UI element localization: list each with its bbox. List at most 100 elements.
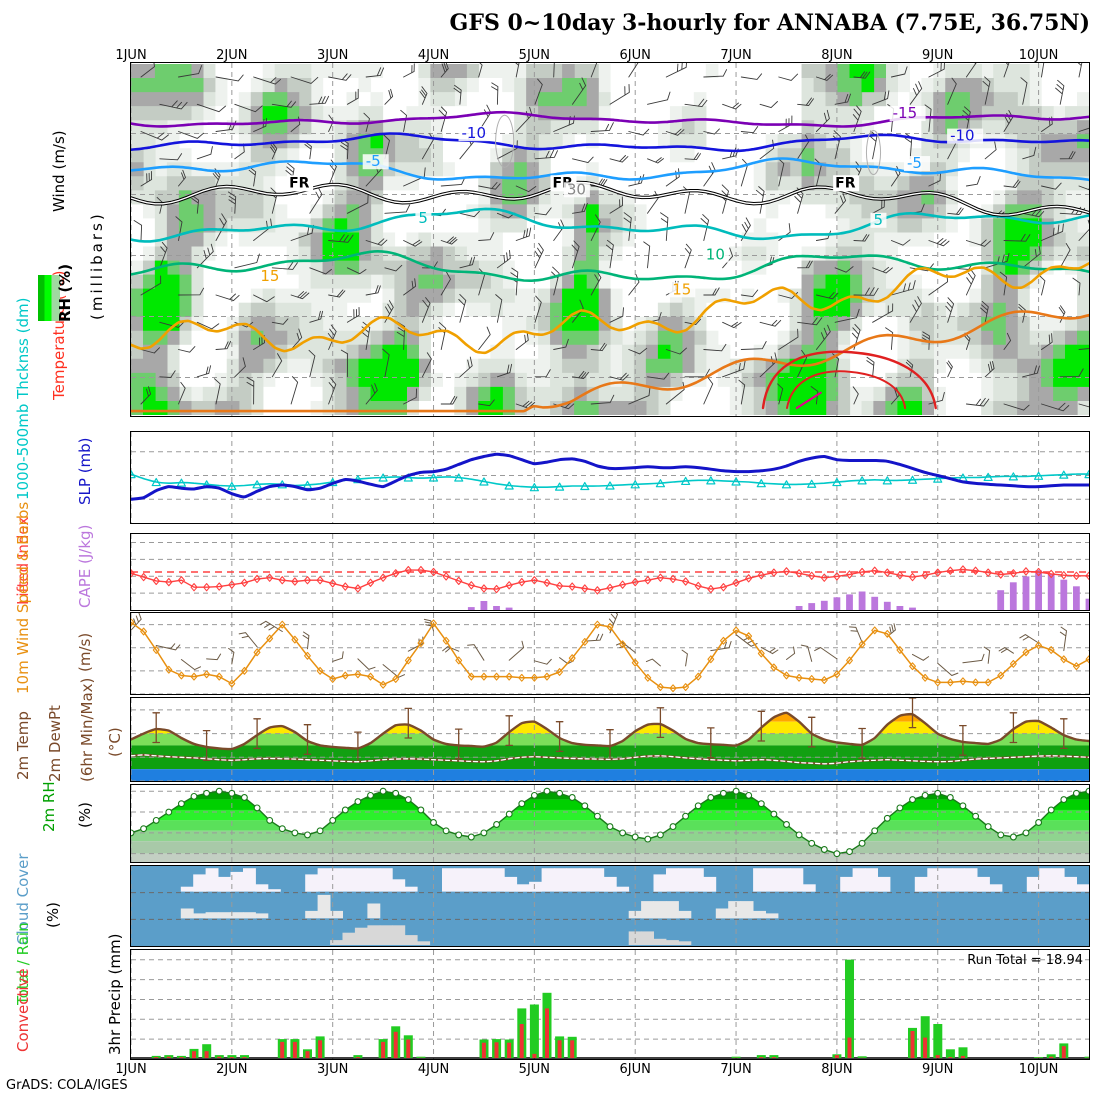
rh2m-marker [291, 829, 299, 837]
thickness-marker [580, 481, 590, 491]
cloud-block-middle [641, 901, 654, 919]
cloud-block-high [1051, 868, 1065, 892]
rh2m-marker [131, 829, 135, 837]
rh2m-marker [354, 798, 362, 806]
date-label-2jun: 2JUN [216, 48, 248, 63]
lifted-index-marker [379, 573, 387, 582]
precip-convective-bar [305, 1051, 310, 1058]
lifted-index-marker [1022, 567, 1030, 576]
lifted-index-marker [669, 574, 677, 584]
lifted-index-marker [871, 566, 879, 575]
rh2m-marker [883, 814, 891, 822]
rh2m-marker [1035, 819, 1043, 826]
lifted-index-marker [1047, 569, 1055, 579]
wind10m-marker [530, 673, 538, 682]
contour-label-5: 5 [873, 211, 883, 229]
date-label-1jun: 1JUN [115, 48, 147, 63]
cloud-block-high [317, 868, 331, 892]
wind10m-marker [745, 632, 753, 641]
rh2m-marker [556, 789, 564, 797]
wind10m-marker [984, 678, 992, 687]
run-total-label: Run Total = 18.94 [967, 953, 1083, 968]
wind10m-marker [392, 675, 400, 683]
lifted-index-marker [745, 574, 753, 583]
cloud-block-middle [305, 910, 319, 919]
cloud-block-high [703, 876, 717, 892]
rh2m-marker [606, 823, 614, 831]
rh2m-marker [972, 812, 980, 820]
rh2m-marker [341, 806, 349, 814]
cloud-block-high [541, 868, 555, 892]
cape-bar [997, 590, 1005, 610]
precip-convective-bar [204, 1051, 209, 1058]
rh2m-marker [253, 804, 261, 812]
rh2m-marker [392, 789, 400, 797]
precip-convective-bar [292, 1041, 297, 1058]
cloud-block-high [977, 876, 990, 892]
precip-total-bar [164, 1055, 174, 1058]
cloud-block-high [1026, 876, 1040, 892]
precip-total-bar [945, 1049, 955, 1058]
precip-panel: Run Total = 18.94 2.552.041.531.020.510 [130, 949, 1090, 1060]
wind10m-marker [581, 637, 589, 646]
cloud-block-middle [765, 913, 779, 919]
wind10m-marker [291, 635, 299, 644]
y-tick-mark [130, 535, 131, 536]
temp-band [131, 769, 1089, 781]
contour-label--10: -10 [462, 124, 487, 142]
date-label-8jun: 8JUN [821, 48, 853, 63]
cape-bar [1022, 576, 1030, 610]
thickness-marker [681, 476, 691, 486]
precip-convective-bar [935, 1055, 940, 1058]
precip-convective-bar [532, 1053, 537, 1058]
rh-band [131, 830, 1089, 842]
y-tick-mark [1089, 577, 1090, 578]
lifted-index-marker [228, 580, 236, 589]
lifted-index-marker [1085, 571, 1089, 580]
lifted-index-marker [808, 571, 816, 580]
cloud-block-high [529, 881, 542, 892]
freezing-level-inner [131, 181, 1089, 216]
dewpt2m-line [131, 754, 1089, 765]
rh2m-marker [669, 823, 677, 831]
contour-label-bg [903, 156, 930, 172]
lifted-index-marker [480, 584, 488, 593]
rh2m-marker [530, 791, 538, 799]
date-label-8jun: 8JUN [821, 1062, 853, 1077]
wind10m-marker [883, 629, 891, 638]
precip-total-bar [529, 1004, 539, 1058]
cloud-block-high [927, 868, 941, 892]
thickness-marker [756, 479, 766, 488]
cloud-block-high [914, 876, 928, 892]
wind10m-marker [972, 678, 980, 687]
y-tick-mark [130, 226, 131, 227]
lifted-index-marker [719, 583, 727, 592]
y-tick-mark [130, 758, 131, 759]
y-tick-mark [130, 287, 131, 288]
wind10m-marker [619, 640, 627, 649]
rh2m-marker [846, 848, 853, 856]
cape-bar [846, 594, 853, 610]
wind10m-marker [757, 649, 765, 658]
precip-convective-bar [507, 1042, 512, 1058]
wind10m-marker [354, 670, 362, 679]
contour-label-15: 15 [260, 267, 279, 285]
cape-bar [896, 606, 904, 610]
freezing-level-label: FR [835, 175, 856, 191]
y-tick-mark [1089, 477, 1090, 478]
cloud-block-high [753, 868, 766, 892]
lifted-index-marker [505, 581, 513, 590]
lifted-index-marker [934, 568, 942, 577]
cloud-block-middle [205, 912, 219, 919]
cloud-row-tick [130, 920, 131, 921]
wind10m-marker [430, 619, 437, 628]
rh2m-marker [518, 800, 526, 808]
y-tick-mark [130, 490, 131, 491]
cloud-block-high [404, 886, 418, 892]
precip-axis-label: 3hr Precip (mm) [106, 933, 124, 1055]
isotherm-00bcbc [131, 207, 1089, 243]
rh2m-marker [694, 802, 702, 810]
cape-bar [808, 603, 816, 610]
lifted-index-marker [770, 568, 778, 577]
date-label-6jun: 6JUN [619, 48, 651, 63]
